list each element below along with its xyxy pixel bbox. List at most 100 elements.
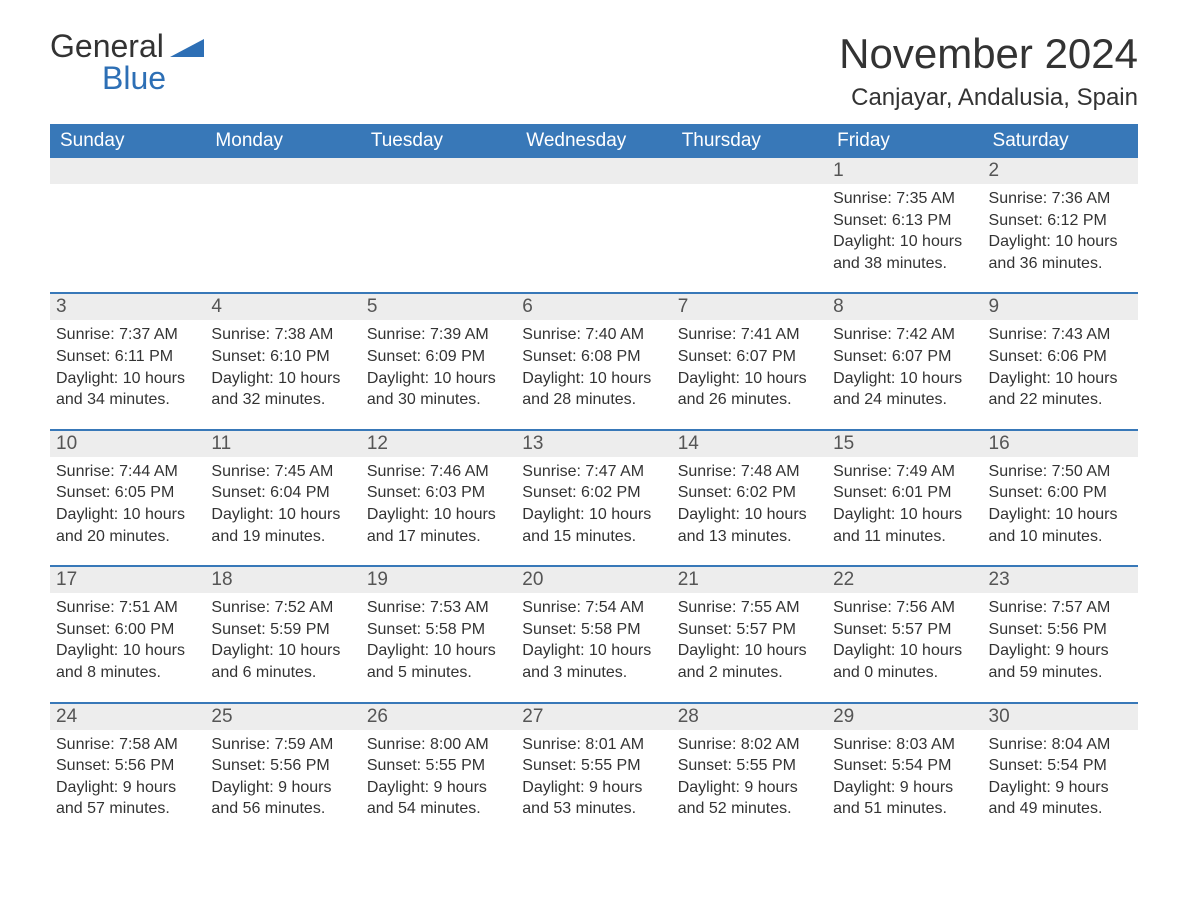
- sunrise-text: Sunrise: 7:59 AM: [211, 734, 354, 756]
- sunset-text: Sunset: 5:54 PM: [989, 755, 1132, 777]
- sunrise-text: Sunrise: 7:39 AM: [367, 324, 510, 346]
- sunset-text: Sunset: 5:55 PM: [367, 755, 510, 777]
- empty-day-strip: [516, 158, 671, 184]
- calendar-table: SundayMondayTuesdayWednesdayThursdayFrid…: [50, 124, 1138, 838]
- sunset-text: Sunset: 5:56 PM: [989, 619, 1132, 641]
- day-number: 18: [205, 567, 360, 593]
- sunrise-text: Sunrise: 7:41 AM: [678, 324, 821, 346]
- sunset-text: Sunset: 6:01 PM: [833, 482, 976, 504]
- day-details: Sunrise: 7:42 AMSunset: 6:07 PMDaylight:…: [833, 324, 976, 410]
- day-number: 9: [983, 294, 1138, 320]
- day-number: 28: [672, 704, 827, 730]
- sunset-text: Sunset: 6:11 PM: [56, 346, 199, 368]
- sunrise-text: Sunrise: 7:58 AM: [56, 734, 199, 756]
- daylight-text: Daylight: 10 hours and 34 minutes.: [56, 368, 199, 411]
- day-number: 19: [361, 567, 516, 593]
- day-details: Sunrise: 7:47 AMSunset: 6:02 PMDaylight:…: [522, 461, 665, 547]
- day-details: Sunrise: 7:43 AMSunset: 6:06 PMDaylight:…: [989, 324, 1132, 410]
- sunset-text: Sunset: 5:55 PM: [522, 755, 665, 777]
- sunrise-text: Sunrise: 7:55 AM: [678, 597, 821, 619]
- day-number: 15: [827, 431, 982, 457]
- sunrise-text: Sunrise: 7:48 AM: [678, 461, 821, 483]
- calendar-empty: [205, 158, 360, 293]
- calendar-day: 30Sunrise: 8:04 AMSunset: 5:54 PMDayligh…: [983, 703, 1138, 838]
- day-header: Monday: [205, 124, 360, 158]
- day-details: Sunrise: 7:50 AMSunset: 6:00 PMDaylight:…: [989, 461, 1132, 547]
- day-number: 22: [827, 567, 982, 593]
- calendar-row: 10Sunrise: 7:44 AMSunset: 6:05 PMDayligh…: [50, 430, 1138, 566]
- day-number: 20: [516, 567, 671, 593]
- sunrise-text: Sunrise: 7:46 AM: [367, 461, 510, 483]
- calendar-day: 13Sunrise: 7:47 AMSunset: 6:02 PMDayligh…: [516, 430, 671, 566]
- day-details: Sunrise: 7:58 AMSunset: 5:56 PMDaylight:…: [56, 734, 199, 820]
- calendar-day: 11 Sunrise: 7:45 AMSunset: 6:04 PMDayligh…: [205, 430, 360, 566]
- day-details: Sunrise: 7:54 AMSunset: 5:58 PMDaylight:…: [522, 597, 665, 683]
- sunset-text: Sunset: 6:04 PM: [211, 482, 354, 504]
- sunrise-text: Sunrise: 7:53 AM: [367, 597, 510, 619]
- sunset-text: Sunset: 6:05 PM: [56, 482, 199, 504]
- calendar-empty: [50, 158, 205, 293]
- sunset-text: Sunset: 5:54 PM: [833, 755, 976, 777]
- calendar-day: 19Sunrise: 7:53 AMSunset: 5:58 PMDayligh…: [361, 566, 516, 702]
- daylight-text: Daylight: 10 hours and 8 minutes.: [56, 640, 199, 683]
- day-number: 5: [361, 294, 516, 320]
- sunrise-text: Sunrise: 8:01 AM: [522, 734, 665, 756]
- day-number: 4: [205, 294, 360, 320]
- day-number: 12: [361, 431, 516, 457]
- sunrise-text: Sunrise: 7:36 AM: [989, 188, 1132, 210]
- daylight-text: Daylight: 10 hours and 32 minutes.: [211, 368, 354, 411]
- sunset-text: Sunset: 6:02 PM: [522, 482, 665, 504]
- sunrise-text: Sunrise: 8:02 AM: [678, 734, 821, 756]
- sunset-text: Sunset: 5:56 PM: [56, 755, 199, 777]
- daylight-text: Daylight: 10 hours and 20 minutes.: [56, 504, 199, 547]
- daylight-text: Daylight: 10 hours and 10 minutes.: [989, 504, 1132, 547]
- sunset-text: Sunset: 6:03 PM: [367, 482, 510, 504]
- sunrise-text: Sunrise: 8:04 AM: [989, 734, 1132, 756]
- calendar-day: 18Sunrise: 7:52 AMSunset: 5:59 PMDayligh…: [205, 566, 360, 702]
- sunrise-text: Sunrise: 7:57 AM: [989, 597, 1132, 619]
- sunset-text: Sunset: 5:55 PM: [678, 755, 821, 777]
- day-header: Sunday: [50, 124, 205, 158]
- day-number: 11: [205, 431, 360, 457]
- calendar-empty: [672, 158, 827, 293]
- day-header: Tuesday: [361, 124, 516, 158]
- daylight-text: Daylight: 10 hours and 5 minutes.: [367, 640, 510, 683]
- calendar-day: 4Sunrise: 7:38 AMSunset: 6:10 PMDaylight…: [205, 293, 360, 429]
- day-number: 7: [672, 294, 827, 320]
- calendar-day: 25 Sunrise: 7:59 AMSunset: 5:56 PMDayligh…: [205, 703, 360, 838]
- daylight-text: Daylight: 9 hours and 49 minutes.: [989, 777, 1132, 820]
- header: General Blue November 2024 Canjayar, And…: [50, 30, 1138, 112]
- page-title: November 2024: [839, 30, 1138, 78]
- day-details: Sunrise: 7:48 AMSunset: 6:02 PMDaylight:…: [678, 461, 821, 547]
- day-number: 16: [983, 431, 1138, 457]
- day-details: Sunrise: 7:40 AMSunset: 6:08 PMDaylight:…: [522, 324, 665, 410]
- daylight-text: Daylight: 10 hours and 13 minutes.: [678, 504, 821, 547]
- calendar-day: 5Sunrise: 7:39 AMSunset: 6:09 PMDaylight…: [361, 293, 516, 429]
- logo-text-general: General: [50, 30, 164, 62]
- sunset-text: Sunset: 6:10 PM: [211, 346, 354, 368]
- calendar-row: 1Sunrise: 7:35 AMSunset: 6:13 PMDaylight…: [50, 158, 1138, 293]
- daylight-text: Daylight: 9 hours and 56 minutes.: [211, 777, 354, 820]
- sunset-text: Sunset: 6:13 PM: [833, 210, 976, 232]
- sunset-text: Sunset: 5:56 PM: [211, 755, 354, 777]
- calendar-day: 10Sunrise: 7:44 AMSunset: 6:05 PMDayligh…: [50, 430, 205, 566]
- calendar-row: 17Sunrise: 7:51 AMSunset: 6:00 PMDayligh…: [50, 566, 1138, 702]
- sunset-text: Sunset: 5:57 PM: [833, 619, 976, 641]
- calendar-empty: [516, 158, 671, 293]
- sunrise-text: Sunrise: 7:42 AM: [833, 324, 976, 346]
- day-details: Sunrise: 7:59 AMSunset: 5:56 PMDaylight:…: [211, 734, 354, 820]
- day-number: 27: [516, 704, 671, 730]
- day-details: Sunrise: 7:45 AMSunset: 6:04 PMDaylight:…: [211, 461, 354, 547]
- day-details: Sunrise: 7:37 AMSunset: 6:11 PMDaylight:…: [56, 324, 199, 410]
- logo-triangle-icon: [170, 30, 204, 62]
- sunrise-text: Sunrise: 7:35 AM: [833, 188, 976, 210]
- day-details: Sunrise: 7:46 AMSunset: 6:03 PMDaylight:…: [367, 461, 510, 547]
- calendar-day: 7Sunrise: 7:41 AMSunset: 6:07 PMDaylight…: [672, 293, 827, 429]
- daylight-text: Daylight: 10 hours and 15 minutes.: [522, 504, 665, 547]
- sunrise-text: Sunrise: 7:37 AM: [56, 324, 199, 346]
- day-number: 25: [205, 704, 360, 730]
- title-block: November 2024 Canjayar, Andalusia, Spain: [839, 30, 1138, 112]
- daylight-text: Daylight: 10 hours and 24 minutes.: [833, 368, 976, 411]
- day-number: 8: [827, 294, 982, 320]
- day-details: Sunrise: 7:36 AMSunset: 6:12 PMDaylight:…: [989, 188, 1132, 274]
